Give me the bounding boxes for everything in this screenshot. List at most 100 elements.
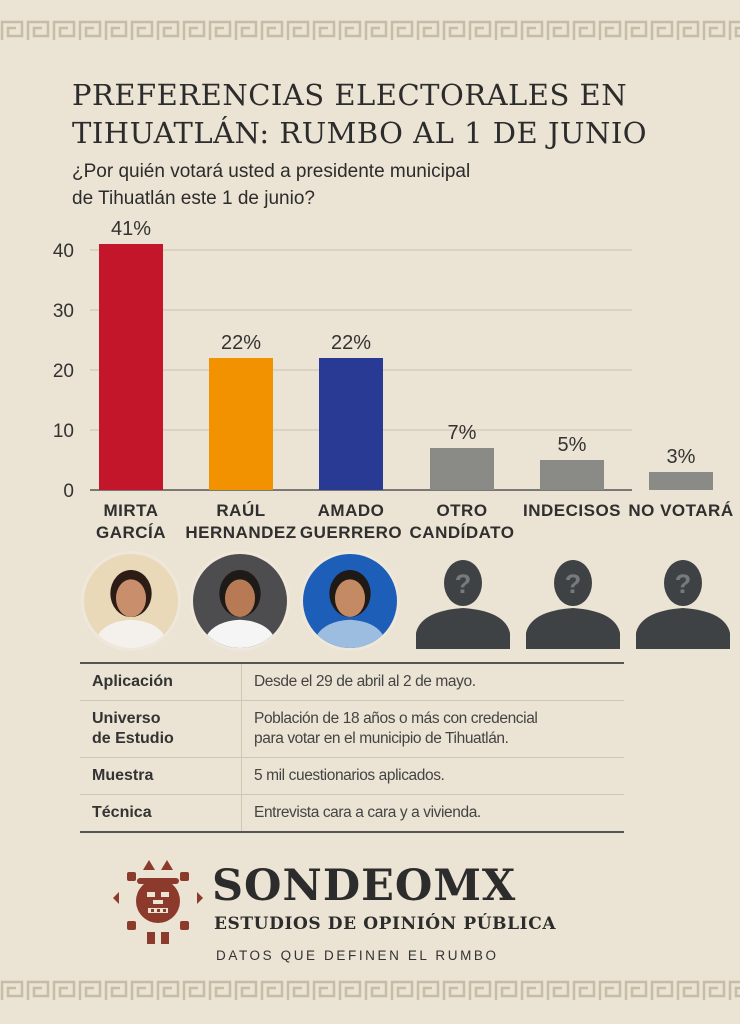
vote-preference-bar-chart: 0 10 20 30 40 41% MIRTA GARCÍA 22% RAÚL HERNANDEZ 2… <box>53 218 733 542</box>
row-value-line: Entrevista cara a cara y a vivienda. <box>254 804 481 821</box>
top-fret-border <box>0 20 740 40</box>
portrait-torso <box>202 619 278 648</box>
title-line-1: PREFERENCIAS ELECTORALES EN <box>72 78 628 112</box>
fret-motif <box>624 20 648 40</box>
category-label: OTRO <box>436 501 487 520</box>
fret-motif <box>572 20 596 40</box>
row-label: Técnica <box>80 795 242 831</box>
fret-motif <box>468 20 492 40</box>
question-mark-icon: ? <box>455 569 472 599</box>
fret-motif <box>130 20 154 40</box>
candidate-photo-raul-hernandez <box>190 551 290 651</box>
fret-motif <box>728 980 740 1000</box>
row-label-line: Muestra <box>92 767 154 784</box>
portrait-face <box>115 579 147 617</box>
fret-motif <box>728 20 740 40</box>
fret-motif <box>312 980 336 1000</box>
person-silhouette-icon: ? <box>416 560 510 649</box>
fret-motif <box>234 20 258 40</box>
bar <box>99 244 163 490</box>
person-silhouette-icon: ? <box>526 560 620 649</box>
row-label-line: Aplicación <box>92 673 173 690</box>
category-label: INDECISOS <box>523 501 621 520</box>
title-line-2: TIHUATLÁN: RUMBO AL 1 DE JUNIO <box>72 116 648 150</box>
fret-motif <box>546 20 570 40</box>
fret-motif <box>572 980 596 1000</box>
question-line-2: de Tihuatlán este 1 de junio? <box>72 188 315 209</box>
silhouette-head <box>664 560 702 606</box>
table-row: Técnica Entrevista cara a cara y a vivien… <box>80 795 624 831</box>
bar-value-label: 22% <box>331 332 371 354</box>
candidate-photo-mirta-garcia <box>81 551 181 651</box>
fret-motif <box>104 20 128 40</box>
fret-motif <box>52 980 76 1000</box>
silhouette-body <box>526 608 620 649</box>
table-row: Muestra 5 mil cuestionarios aplicados. <box>80 758 624 795</box>
candidate-photo-amado-guerrero <box>300 551 400 651</box>
y-tick-label: 40 <box>53 241 74 262</box>
y-tick-label: 10 <box>53 421 74 442</box>
row-label-line: de Estudio <box>92 730 174 747</box>
bar-value-label: 7% <box>448 422 477 444</box>
y-tick-label: 30 <box>53 301 74 322</box>
candidate-portrait <box>303 554 397 648</box>
bar-value-label: 22% <box>221 332 261 354</box>
fret-motif <box>0 980 24 1000</box>
silhouette-body <box>636 608 730 649</box>
page-title: PREFERENCIAS ELECTORALES EN TIHUATLÁN: R… <box>72 76 692 152</box>
row-label-line: Universo <box>92 710 161 727</box>
portrait-torso <box>93 619 169 648</box>
category-label: CANDÍDATO <box>410 523 515 542</box>
fret-motif <box>390 20 414 40</box>
fret-motif <box>286 20 310 40</box>
fret-motif <box>520 20 544 40</box>
table-bottom-rule <box>80 831 624 833</box>
fret-motif <box>156 980 180 1000</box>
unknown-candidate-icon: ? <box>413 551 513 651</box>
bottom-fret-border <box>0 980 740 1000</box>
fret-motif <box>26 980 50 1000</box>
fret-motif <box>598 980 622 1000</box>
fret-motif <box>416 980 440 1000</box>
row-label-line: Técnica <box>92 804 152 821</box>
fret-motif <box>0 20 24 40</box>
row-value: Población de 18 años o más con credencia… <box>242 701 624 757</box>
row-value-line: 5 mil cuestionarios aplicados. <box>254 767 445 784</box>
row-value-line: Población de 18 años o más con credencia… <box>254 710 538 727</box>
fret-motif <box>286 980 310 1000</box>
brand-name: SONDEOMX <box>212 861 517 911</box>
bar <box>209 358 273 490</box>
question-mark-icon: ? <box>675 569 692 599</box>
silhouette-head <box>554 560 592 606</box>
fret-motif <box>416 20 440 40</box>
candidate-portrait <box>84 554 178 648</box>
row-label: Muestra <box>80 758 242 794</box>
sondeomx-logo <box>113 860 203 944</box>
category-label: GARCÍA <box>96 523 166 542</box>
bar <box>649 472 713 490</box>
fret-motif <box>546 980 570 1000</box>
category-label: HERNANDEZ <box>185 523 296 542</box>
person-silhouette-icon: ? <box>636 560 730 649</box>
fret-motif <box>156 20 180 40</box>
fret-motif <box>702 980 726 1000</box>
bar-value-label: 41% <box>111 218 151 240</box>
row-label: Aplicación <box>80 664 242 700</box>
fret-motif <box>208 980 232 1000</box>
fret-motif <box>520 980 544 1000</box>
bar <box>319 358 383 490</box>
fret-motif <box>78 20 102 40</box>
row-label: Universo de Estudio <box>80 701 242 757</box>
bar <box>430 448 494 490</box>
silhouette-head <box>444 560 482 606</box>
bar-value-label: 5% <box>558 434 587 456</box>
fret-motif <box>312 20 336 40</box>
fret-motif <box>104 980 128 1000</box>
candidate-portrait <box>193 554 287 648</box>
fret-motif <box>676 980 700 1000</box>
bar-value-label: 3% <box>667 446 696 468</box>
category-label: GUERRERO <box>300 523 402 542</box>
row-value-line: Desde el 29 de abril al 2 de mayo. <box>254 673 476 690</box>
question-line-1: ¿Por quién votará usted a presidente mun… <box>72 161 471 182</box>
fret-motif <box>234 980 258 1000</box>
